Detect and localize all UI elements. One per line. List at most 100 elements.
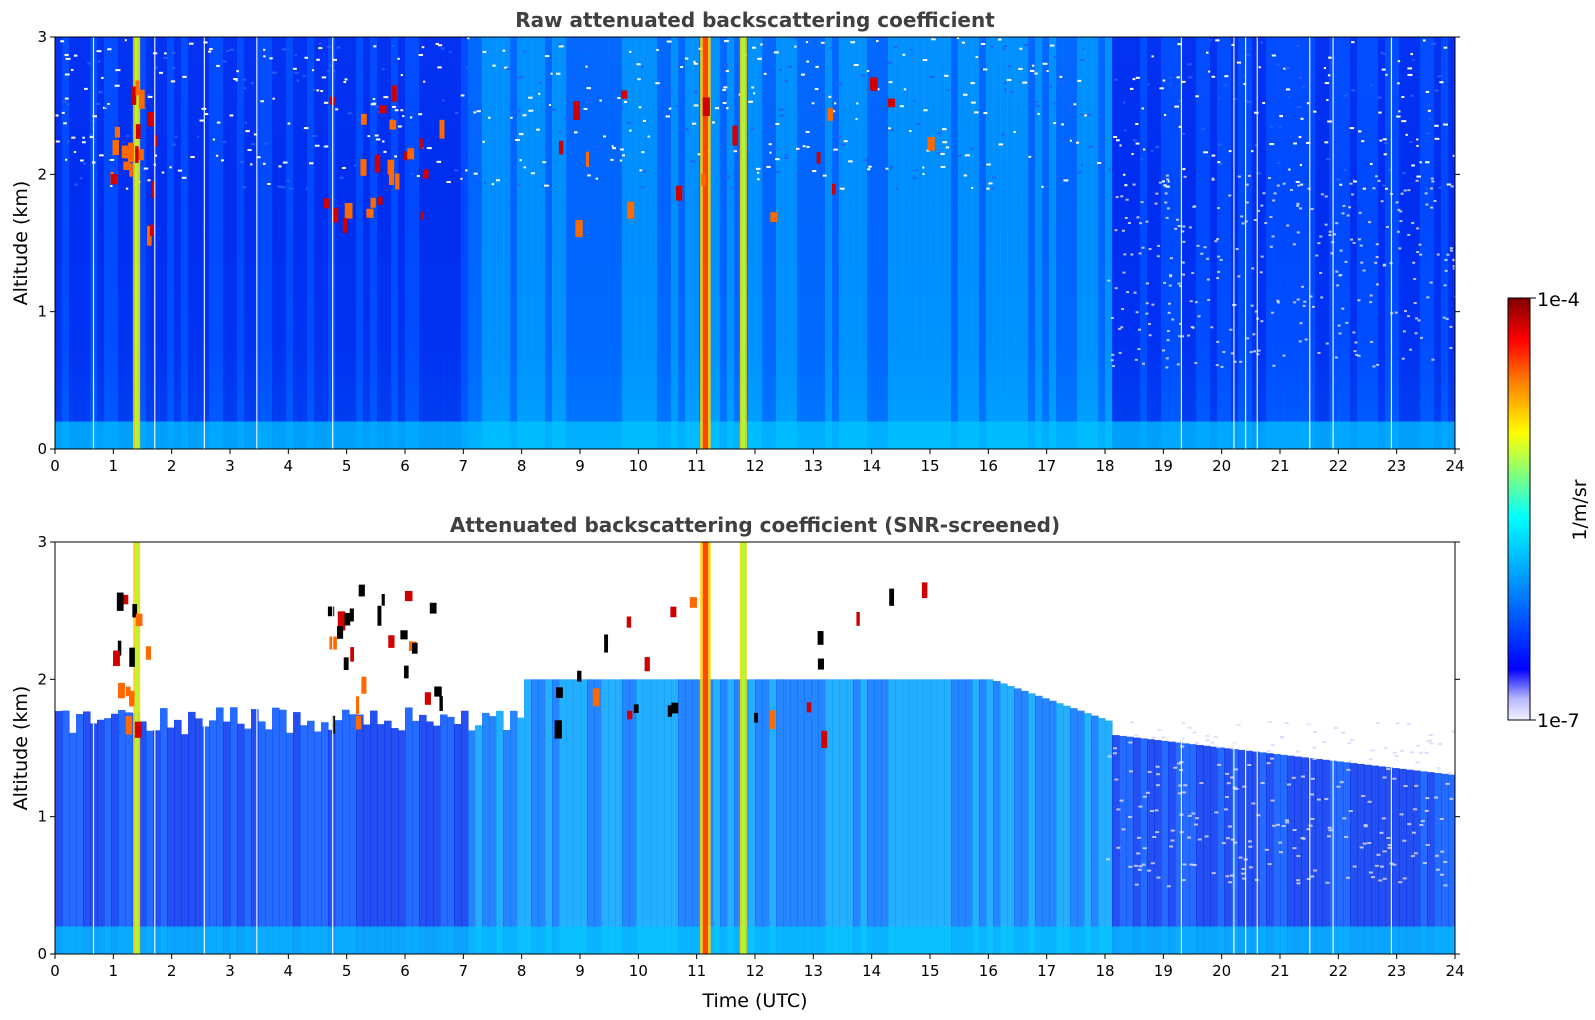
- cloud-echo: [147, 111, 155, 127]
- noise-speckle: [264, 142, 269, 145]
- noise-speckle: [1082, 47, 1085, 50]
- noise-speckle: [1215, 39, 1220, 42]
- noise-speckle: [1343, 168, 1347, 171]
- noise-speckle: [203, 41, 208, 44]
- noise-speckle: [1203, 151, 1209, 154]
- noise-speckle: [1001, 133, 1005, 136]
- noise-speckle: [961, 41, 965, 44]
- noise-speckle: [868, 165, 872, 168]
- noise-speckle: [586, 87, 591, 90]
- heatmap-column: [552, 679, 560, 954]
- noise-speckle: [1251, 150, 1254, 153]
- noise-speckle: [1426, 296, 1430, 299]
- noise-speckle: [1381, 68, 1386, 71]
- noise-speckle: [1369, 84, 1373, 87]
- noise-speckle: [862, 159, 867, 162]
- cloud-echo: [754, 712, 758, 723]
- noise-speckle: [1428, 733, 1433, 736]
- heatmap-column: [671, 37, 679, 449]
- noise-speckle: [107, 102, 110, 105]
- noise-speckle: [624, 100, 627, 103]
- heatmap-column: [195, 718, 203, 954]
- heatmap-column: [545, 37, 553, 449]
- noise-speckle: [1281, 824, 1286, 827]
- noise-speckle: [1443, 123, 1448, 126]
- noise-speckle: [1177, 43, 1183, 46]
- heatmap-column: [1014, 688, 1022, 954]
- heatmap-column: [755, 37, 763, 449]
- noise-speckle: [1053, 122, 1057, 125]
- x-tick-label: 16: [979, 457, 998, 475]
- heatmap-column: [979, 679, 987, 954]
- noise-speckle: [757, 178, 760, 181]
- heatmap-column: [692, 37, 700, 449]
- heatmap-column: [1259, 37, 1267, 449]
- noise-speckle: [372, 98, 376, 101]
- noise-speckle: [1220, 365, 1224, 368]
- noise-speckle: [945, 146, 950, 149]
- noise-speckle: [1319, 272, 1323, 275]
- noise-speckle: [410, 173, 413, 176]
- noise-speckle: [1374, 261, 1378, 264]
- noise-speckle: [1397, 82, 1400, 85]
- noise-speckle: [876, 88, 880, 91]
- noise-speckle: [693, 60, 696, 63]
- noise-speckle: [1273, 192, 1277, 195]
- noise-speckle: [1129, 87, 1134, 90]
- noise-speckle: [1230, 874, 1235, 877]
- noise-speckle: [940, 165, 946, 168]
- cloud-echo: [395, 173, 400, 190]
- noise-speckle: [1418, 751, 1423, 754]
- cloud-echo: [400, 630, 408, 640]
- missing-data-gap: [1309, 37, 1311, 449]
- noise-speckle: [1412, 261, 1416, 264]
- heatmap-column: [188, 711, 196, 954]
- heatmap-column: [223, 721, 231, 954]
- cloud-echo: [675, 185, 683, 201]
- colorbar-unit-label: 1/m/sr: [1569, 479, 1591, 540]
- noise-speckle: [62, 100, 67, 103]
- missing-data-gap: [1233, 542, 1235, 954]
- heatmap-column: [727, 679, 735, 954]
- noise-speckle: [1111, 365, 1115, 368]
- noise-speckle: [1216, 277, 1220, 280]
- heatmap-column: [1406, 37, 1414, 449]
- heatmap-column: [1042, 37, 1050, 449]
- noise-speckle: [1324, 141, 1329, 144]
- y-tick-label: 2: [37, 165, 47, 183]
- noise-speckle: [1145, 791, 1150, 794]
- missing-data-gap: [1332, 37, 1334, 449]
- heatmap-column: [503, 37, 511, 449]
- heatmap-column: [1399, 37, 1407, 449]
- heatmap-column: [1294, 37, 1302, 449]
- x-tick-label: 5: [342, 962, 352, 980]
- noise-speckle: [1214, 811, 1219, 814]
- noise-speckle: [1165, 357, 1169, 360]
- noise-speckle: [1049, 86, 1052, 89]
- noise-speckle: [983, 112, 988, 115]
- x-axis: 0 1 2 3 4 5 6 7 8 9 10 11 12 13 14 15 16 17 18 19 20 21 22 23 24: [50, 449, 1465, 475]
- heatmap-column: [538, 37, 546, 449]
- noise-speckle: [1056, 175, 1059, 178]
- noise-speckle: [1166, 207, 1170, 210]
- noise-speckle: [963, 93, 968, 96]
- noise-speckle: [1353, 350, 1357, 353]
- noise-speckle: [1155, 145, 1160, 148]
- noise-speckle: [441, 99, 445, 102]
- noise-speckle: [1147, 869, 1152, 872]
- noise-speckle: [197, 135, 200, 138]
- heatmap-column: [62, 37, 70, 449]
- noise-speckle: [1425, 90, 1430, 93]
- noise-speckle: [1377, 179, 1381, 182]
- cloud-echo: [921, 582, 928, 599]
- noise-speckle: [1416, 227, 1420, 230]
- noise-speckle: [1452, 265, 1455, 268]
- heatmap-column: [1049, 700, 1057, 954]
- noise-speckle: [1173, 766, 1178, 769]
- heatmap-column: [1441, 37, 1449, 449]
- heatmap-column: [1280, 37, 1288, 449]
- noise-speckle: [1035, 105, 1040, 108]
- missing-data-gap: [1256, 542, 1258, 954]
- noise-speckle: [1178, 335, 1182, 338]
- cloud-echo: [113, 650, 120, 667]
